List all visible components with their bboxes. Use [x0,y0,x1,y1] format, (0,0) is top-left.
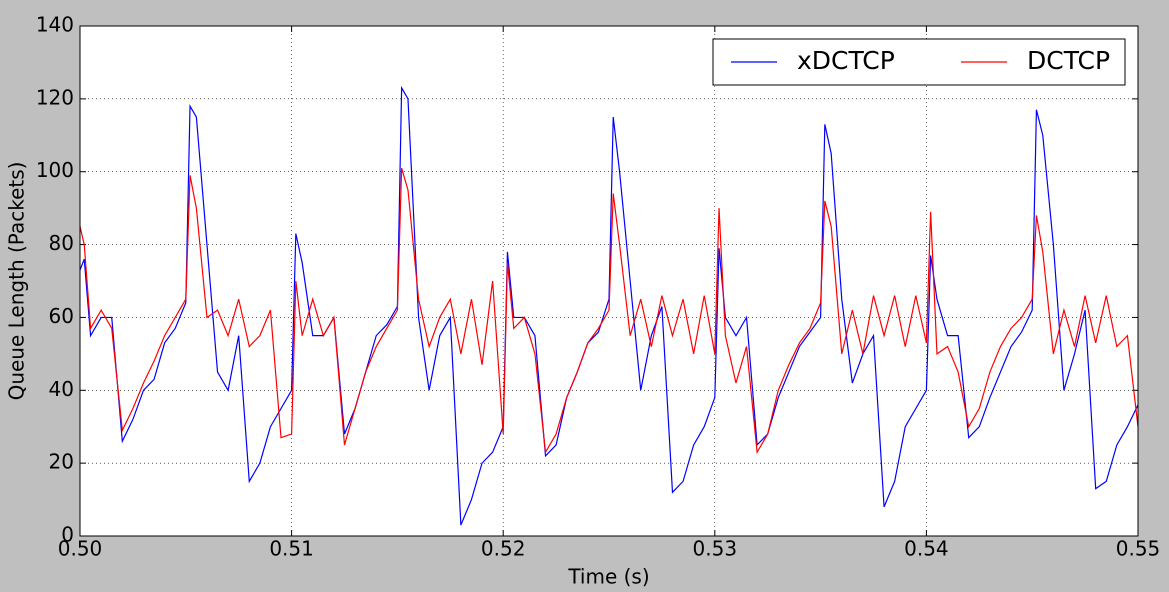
x-tick-label: 0.53 [693,537,738,561]
x-tick-label: 0.50 [58,537,103,561]
series-line [79,167,1139,455]
y-tick-label: 140 [36,13,74,37]
y-tick-label: 0 [61,523,74,547]
y-tick-label: 100 [36,158,74,182]
legend-box [712,38,1126,86]
x-tick-label: 0.55 [1116,537,1161,561]
x-axis-label: Time (s) [567,565,649,589]
y-axis-label: Queue Length (Packets) [5,162,29,401]
y-tick-label: 20 [49,450,74,474]
y-tick-label: 80 [49,231,74,255]
y-tick-label: 120 [36,85,74,109]
x-tick-label: 0.51 [269,537,314,561]
x-tick-label: 0.52 [481,537,526,561]
y-tick-label: 40 [49,377,74,401]
legend-label: xDCTCP [797,46,895,75]
y-tick-label: 60 [49,304,74,328]
x-tick-label: 0.54 [904,537,949,561]
legend-label: DCTCP [1027,46,1110,75]
plot-frame [79,25,1139,537]
